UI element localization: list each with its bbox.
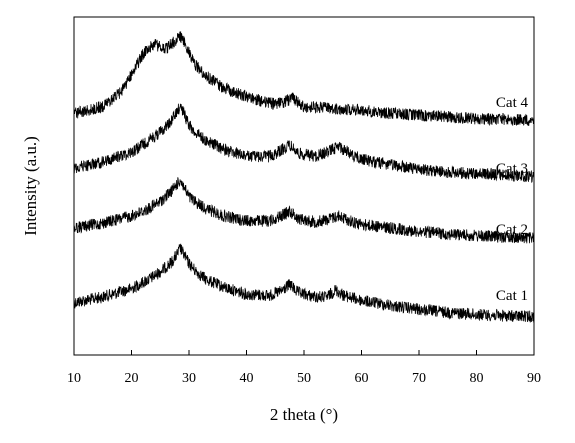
series-line-cat-3 (73, 103, 535, 183)
plot-frame (73, 16, 535, 356)
x-axis-title: 2 theta (°) (270, 405, 338, 424)
series-label-cat-4: Cat 4 (496, 95, 529, 111)
x-tick-label: 40 (240, 371, 254, 386)
x-tick-label: 30 (182, 371, 196, 386)
x-tick-label: 10 (67, 371, 81, 386)
series-line-cat-4 (73, 31, 535, 126)
series-group (73, 31, 535, 323)
series-labels: Cat 1 Cat 2 Cat 3 Cat 4 (496, 95, 529, 304)
x-tick-label: 90 (527, 371, 541, 386)
series-line-cat-1 (73, 243, 535, 323)
x-tick-label: 50 (297, 371, 311, 386)
x-tick-label: 20 (125, 371, 139, 386)
x-tick-label: 70 (412, 371, 426, 386)
series-label-cat-3: Cat 3 (496, 161, 528, 177)
y-axis-title: Intensity (a.u.) (21, 136, 40, 236)
x-axis-ticks: 10 20 30 40 50 60 70 80 90 (67, 350, 541, 386)
series-line-cat-2 (73, 177, 535, 244)
series-label-cat-1: Cat 1 (496, 288, 528, 304)
x-tick-label: 60 (355, 371, 369, 386)
x-tick-label: 80 (470, 371, 484, 386)
series-label-cat-2: Cat 2 (496, 222, 528, 238)
